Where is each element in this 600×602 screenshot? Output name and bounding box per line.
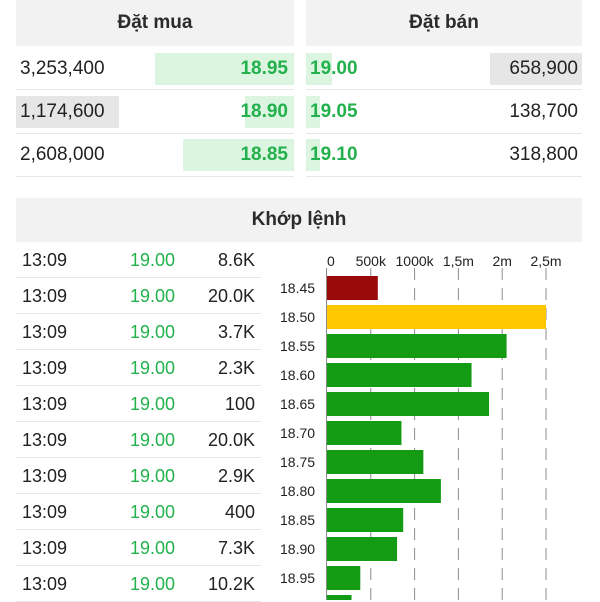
volume-by-price-chart: 0 500k 1000k 1,5m 2m 2,5m 18.45 18.50 18.55 18.60… <box>280 253 562 600</box>
buy-volume[interactable]: 3,253,400 <box>20 58 105 79</box>
buy-price[interactable]: 18.85 <box>240 144 288 165</box>
trade-price: 19.00 <box>130 358 176 378</box>
sell-price[interactable]: 19.10 <box>310 144 358 165</box>
row-divider <box>306 176 582 177</box>
trade-price: 19.00 <box>130 322 176 342</box>
trade-time: 13:09 <box>22 322 68 342</box>
sell-depth-bar <box>306 96 320 128</box>
row-divider <box>16 176 294 177</box>
trade-price: 19.00 <box>130 250 176 270</box>
buy-depth-bar <box>155 53 294 85</box>
trade-volume: 2.3K <box>217 358 255 378</box>
x-tick-label: 0 <box>327 253 335 269</box>
trade-row[interactable]: 13:09 19.00 100 <box>16 386 261 422</box>
row-divider <box>16 133 294 134</box>
price-label: 18.65 <box>280 396 315 412</box>
price-label: 18.50 <box>280 309 315 325</box>
volume-bar <box>327 334 507 358</box>
trade-price: 19.00 <box>130 466 176 486</box>
price-label: 18.90 <box>280 541 315 557</box>
volume-bar <box>327 305 546 329</box>
trade-price: 19.00 <box>130 538 176 558</box>
x-tick-label: 1,5m <box>443 253 474 269</box>
trade-volume: 3.7K <box>217 322 255 342</box>
x-tick-label: 2m <box>492 253 511 269</box>
trade-time: 13:09 <box>22 358 68 378</box>
price-label: 18.85 <box>280 512 315 528</box>
volume-bar <box>327 595 352 600</box>
row-divider <box>306 133 582 134</box>
trade-volume: 8.6K <box>217 250 255 270</box>
trade-time: 13:09 <box>22 394 68 414</box>
trade-volume: 7.3K <box>217 538 255 558</box>
trade-volume: 100 <box>224 394 255 414</box>
trade-row[interactable]: 13:09 19.00 10.2K <box>16 566 261 602</box>
trade-row[interactable]: 13:09 19.00 2.3K <box>16 350 261 386</box>
trade-volume: 400 <box>224 502 255 522</box>
volume-bar <box>327 363 472 387</box>
row-divider <box>16 89 294 90</box>
trade-time: 13:09 <box>22 502 68 522</box>
buy-volume-highlight <box>16 96 119 128</box>
volume-bar <box>327 392 490 416</box>
price-label: 18.45 <box>280 280 315 296</box>
trade-volume: 2.9K <box>217 466 255 486</box>
trade-row[interactable]: 13:09 19.00 3.7K <box>16 314 261 350</box>
sell-volume[interactable]: 138,700 <box>509 101 578 122</box>
sell-depth-bar <box>306 139 320 171</box>
trade-row[interactable]: 13:09 19.00 7.3K <box>16 530 261 566</box>
trade-price: 19.00 <box>130 286 176 306</box>
volume-bar <box>327 276 378 300</box>
trade-row[interactable]: 13:09 19.00 2.9K <box>16 458 261 494</box>
trade-volume: 20.0K <box>207 430 255 450</box>
trade-price: 19.00 <box>130 502 176 522</box>
sell-volume[interactable]: 658,900 <box>509 58 578 79</box>
trade-row[interactable]: 13:09 19.00 8.6K <box>16 242 261 278</box>
volume-bar <box>327 537 398 561</box>
sell-volume[interactable]: 318,800 <box>509 144 578 165</box>
x-tick-label: 500k <box>356 253 387 269</box>
sell-depth-bar <box>306 53 332 85</box>
trade-row[interactable]: 13:09 19.00 400 <box>16 494 261 530</box>
buy-price[interactable]: 18.90 <box>240 101 288 122</box>
volume-bar <box>327 450 424 474</box>
match-header: Khớp lệnh <box>16 198 582 242</box>
buy-volume[interactable]: 1,174,600 <box>20 101 105 122</box>
volume-bar <box>327 566 361 590</box>
trade-volume: 10.2K <box>207 574 255 594</box>
trade-time: 13:09 <box>22 466 68 486</box>
trade-time: 13:09 <box>22 430 68 450</box>
trade-time: 13:09 <box>22 538 68 558</box>
trade-price: 19.00 <box>130 574 176 594</box>
price-label: 18.75 <box>280 454 315 470</box>
price-label: 18.55 <box>280 338 315 354</box>
volume-bar <box>327 421 402 445</box>
trade-row[interactable]: 13:09 19.00 20.0K <box>16 422 261 458</box>
trade-time: 13:09 <box>22 574 68 594</box>
trade-row[interactable]: 13:09 19.00 20.0K <box>16 278 261 314</box>
sell-volume-highlight <box>490 53 582 85</box>
sell-price[interactable]: 19.00 <box>310 58 358 79</box>
price-label: 18.70 <box>280 425 315 441</box>
trade-time: 13:09 <box>22 250 68 270</box>
trade-price: 19.00 <box>130 430 176 450</box>
volume-bar <box>327 479 441 503</box>
price-label: 18.60 <box>280 367 315 383</box>
row-divider <box>306 89 582 90</box>
trade-time: 13:09 <box>22 286 68 306</box>
buy-depth-bar <box>183 139 294 171</box>
buy-depth-bar <box>245 96 294 128</box>
buy-volume[interactable]: 2,608,000 <box>20 144 105 165</box>
buy-header: Đặt mua <box>16 0 294 46</box>
price-label: 18.80 <box>280 483 315 499</box>
buy-price[interactable]: 18.95 <box>240 58 288 79</box>
volume-bar <box>327 508 404 532</box>
x-tick-label: 2,5m <box>530 253 561 269</box>
sell-header: Đặt bán <box>306 0 582 46</box>
trade-volume: 20.0K <box>207 286 255 306</box>
trade-price: 19.00 <box>130 394 176 414</box>
price-label: 18.95 <box>280 570 315 586</box>
sell-price[interactable]: 19.05 <box>310 101 358 122</box>
x-tick-label: 1000k <box>396 253 435 269</box>
